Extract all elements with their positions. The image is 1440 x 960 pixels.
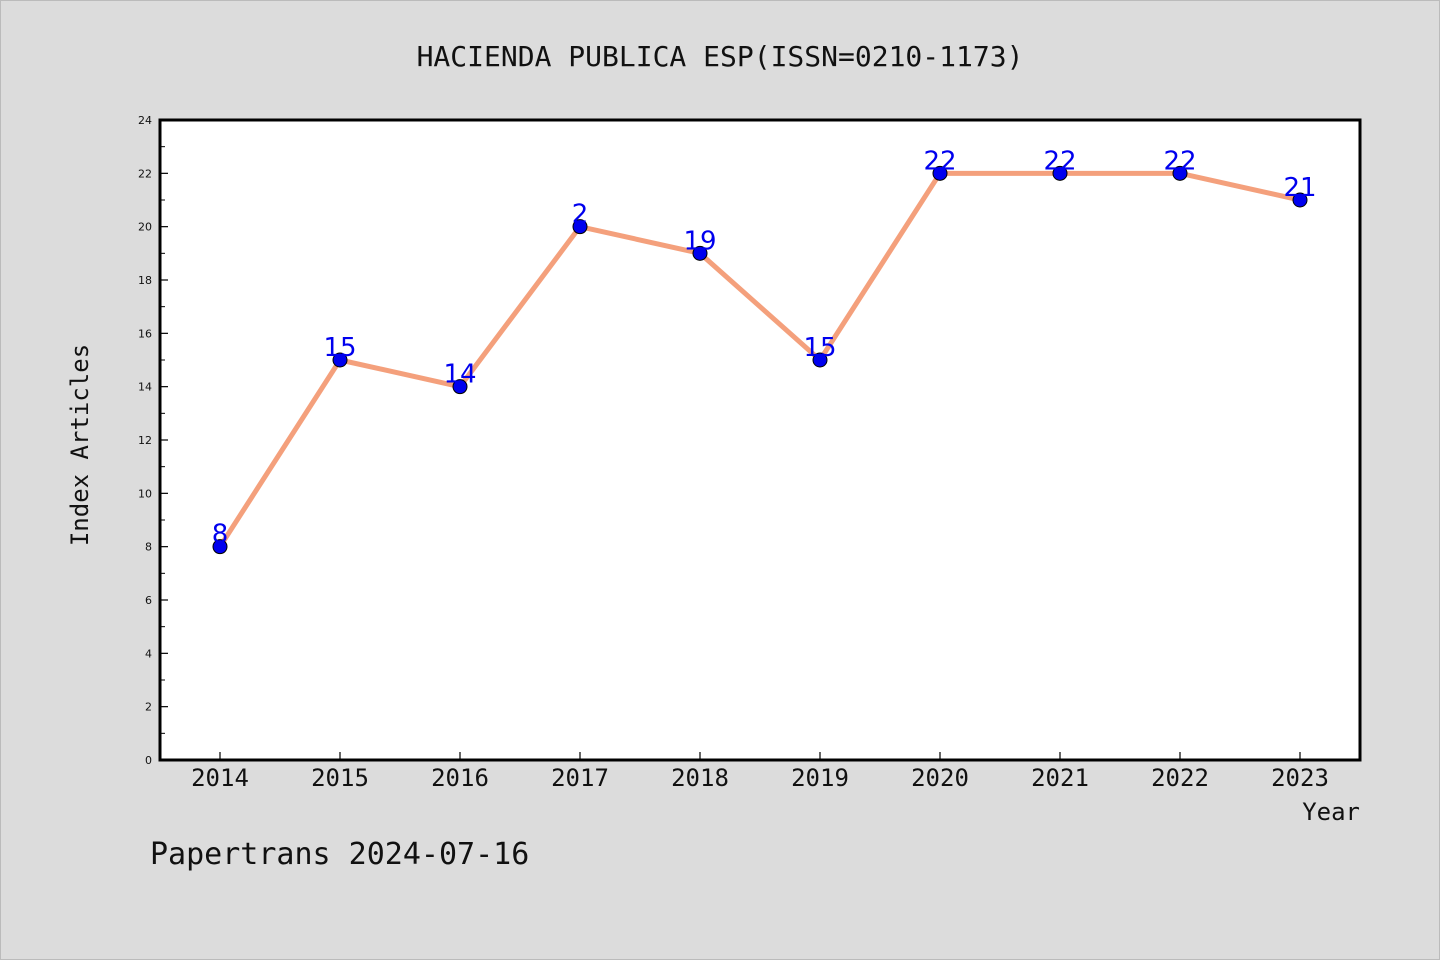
data-point-2014 xyxy=(212,539,228,555)
data-label-2019: 15 xyxy=(803,333,836,363)
x-axis-label: Year xyxy=(1302,798,1360,826)
x-tick-label: 2022 xyxy=(1151,764,1209,792)
data-point-2019 xyxy=(812,352,828,368)
data-point-2018 xyxy=(692,245,708,261)
x-tick-label: 2020 xyxy=(911,764,969,792)
x-tick-label: 2016 xyxy=(431,764,489,792)
y-tick-label: 2 xyxy=(145,701,152,714)
x-tick-label: 2015 xyxy=(311,764,369,792)
x-tick-label: 2017 xyxy=(551,764,609,792)
y-tick-label: 18 xyxy=(138,274,152,287)
data-point-2022 xyxy=(1172,165,1188,181)
y-tick-label: 22 xyxy=(138,167,152,180)
x-tick-label: 2014 xyxy=(191,764,249,792)
data-point-2021 xyxy=(1052,165,1068,181)
x-tick-label: 2023 xyxy=(1271,764,1329,792)
y-tick-label: 6 xyxy=(145,594,152,607)
x-tick-label: 2018 xyxy=(671,764,729,792)
data-point-2020 xyxy=(932,165,948,181)
y-tick-label: 14 xyxy=(138,381,152,394)
y-tick-label: 24 xyxy=(138,114,152,127)
y-tick-label: 16 xyxy=(138,327,152,340)
x-tick-label: 2021 xyxy=(1031,764,1089,792)
y-tick-label: 12 xyxy=(138,434,152,447)
data-point-2015 xyxy=(332,352,348,368)
y-tick-label: 20 xyxy=(138,221,152,234)
y-tick-label: 8 xyxy=(145,541,152,554)
plot-area xyxy=(158,118,1362,762)
data-label-2022: 22 xyxy=(1163,146,1196,176)
series-line-group: 8 15 14 2 19 15 22 22 22 21 xyxy=(212,146,1317,555)
y-tick-label: 0 xyxy=(145,754,152,767)
y-axis-label: Index Articles xyxy=(66,344,94,546)
chart-title: HACIENDA PUBLICA ESP(ISSN=0210-1173) xyxy=(417,40,1024,73)
data-label-2017: 2 xyxy=(572,200,589,230)
data-label-2014: 8 xyxy=(212,520,229,550)
footer-watermark: Papertrans 2024-07-16 xyxy=(150,837,529,872)
data-label-2018: 19 xyxy=(683,226,716,256)
data-label-2016: 14 xyxy=(443,360,476,390)
x-axis: 2014 2015 2016 2017 2018 2019 2020 2021 2022 2023 xyxy=(191,752,1329,792)
y-tick-label: 10 xyxy=(138,487,152,500)
series-line xyxy=(217,170,1301,549)
data-point-2017 xyxy=(572,219,588,235)
y-tick-label: 4 xyxy=(145,647,152,660)
x-tick-label: 2019 xyxy=(791,764,849,792)
data-point-2016 xyxy=(452,379,468,395)
data-point-2023 xyxy=(1292,192,1308,208)
data-label-2023: 21 xyxy=(1283,173,1316,203)
data-label-2015: 15 xyxy=(323,333,356,363)
data-label-2020: 22 xyxy=(923,146,956,176)
data-label-2021: 22 xyxy=(1043,146,1076,176)
